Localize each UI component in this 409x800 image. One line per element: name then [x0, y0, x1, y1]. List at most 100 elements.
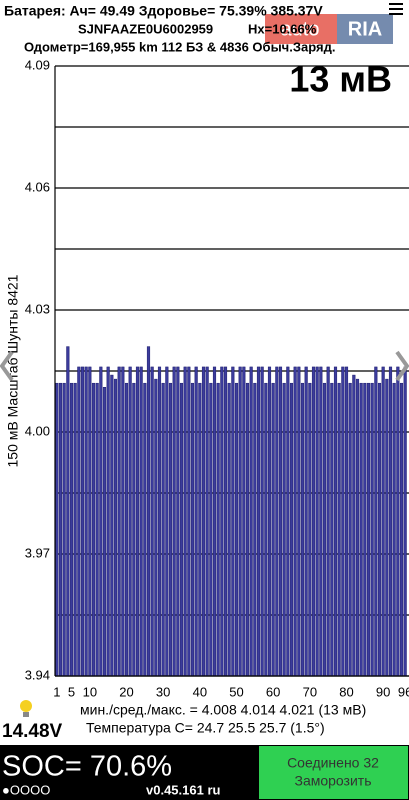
bar	[282, 382, 286, 677]
bar	[190, 382, 195, 677]
voltage: 14.48V	[2, 721, 63, 742]
x-tick-label: 50	[229, 684, 243, 699]
bar	[183, 366, 187, 677]
bar	[381, 366, 385, 677]
watermark-text: RIA	[348, 18, 382, 40]
bar	[117, 366, 121, 677]
x-tick-label: 5	[68, 684, 75, 699]
bar	[132, 382, 136, 677]
connected: Соединено 32	[287, 755, 379, 771]
bar	[385, 378, 389, 677]
plot-area: 3.94 3.97 4.00 4.03 4.06 4.09 1 5 10 20 30 40 50 60 70…	[25, 57, 409, 699]
bar	[161, 382, 165, 677]
bar	[205, 366, 209, 677]
soc: SOC= 70.6%	[2, 751, 172, 783]
bar	[359, 382, 363, 677]
bar	[91, 382, 96, 677]
bar	[392, 382, 396, 677]
bar	[311, 366, 316, 677]
bar	[315, 366, 319, 677]
bar	[194, 366, 198, 677]
x-tick-label: 1	[53, 684, 60, 699]
y-tick-label: 4.09	[25, 57, 50, 72]
bar	[220, 366, 224, 677]
bar	[300, 382, 305, 677]
bar	[179, 382, 184, 677]
bar	[322, 382, 327, 677]
bar	[165, 366, 169, 677]
bar	[352, 374, 356, 677]
bar	[198, 382, 202, 677]
bar	[187, 366, 191, 677]
dots: ●OOOO	[2, 782, 50, 797]
bar	[363, 382, 367, 677]
bar	[113, 378, 118, 677]
bar	[216, 382, 220, 677]
bar	[157, 366, 162, 677]
bar	[77, 366, 81, 677]
bar	[355, 378, 360, 677]
temperature: Температура С= 24.7 25.5 25.7 (1.5°)	[86, 720, 325, 736]
menu-icon[interactable]	[389, 3, 403, 15]
bar	[289, 382, 294, 677]
x-tick-label: 96	[398, 684, 409, 699]
bar	[399, 382, 404, 677]
bar	[278, 366, 283, 677]
x-tick-label: 40	[193, 684, 207, 699]
bar	[366, 382, 371, 677]
bar	[212, 366, 217, 677]
bar	[271, 382, 275, 677]
bar	[260, 366, 264, 677]
y-tick-label: 4.03	[25, 301, 50, 316]
connect-button[interactable]	[258, 745, 409, 800]
bar	[168, 382, 173, 677]
odometer: Одометр=169,955 km 112 БЗ & 4836 Обыч.За…	[24, 39, 335, 54]
bar	[172, 366, 176, 677]
bar	[150, 366, 154, 677]
bar	[344, 366, 349, 677]
bar	[88, 366, 92, 677]
bar	[80, 366, 85, 677]
bar	[201, 366, 206, 677]
bulb-icon-base	[23, 712, 29, 717]
bar	[62, 382, 66, 677]
bar	[121, 366, 125, 677]
bar	[333, 366, 338, 677]
bar	[245, 382, 250, 677]
bar	[249, 366, 253, 677]
bar	[69, 382, 74, 677]
spread: 13 мВ	[289, 59, 392, 100]
vin: SJNFAAZE0U6002959	[78, 21, 213, 36]
bar	[135, 366, 140, 677]
bar	[256, 366, 261, 677]
bar	[330, 382, 334, 677]
bar	[253, 382, 257, 677]
bar	[319, 366, 323, 677]
y-tick-label: 4.00	[25, 423, 50, 438]
nav-left[interactable]	[0, 350, 14, 382]
bar	[286, 366, 290, 677]
freeze: Заморозить	[294, 773, 371, 789]
bar	[143, 382, 147, 677]
bar	[95, 382, 99, 677]
bar	[297, 366, 301, 677]
bar	[377, 382, 382, 677]
bar	[223, 366, 228, 677]
watermark-text: auto	[281, 18, 320, 40]
bar	[326, 366, 330, 677]
watermark-box	[337, 14, 393, 44]
bar	[396, 366, 400, 677]
x-tick-label: 10	[83, 684, 97, 699]
bar	[73, 382, 77, 677]
y-tick-label: 4.06	[25, 179, 50, 194]
bar	[209, 382, 213, 677]
x-tick-label: 60	[266, 684, 280, 699]
bar	[154, 378, 158, 677]
bar	[374, 366, 378, 677]
bar	[370, 382, 374, 677]
version: v0.45.161 ru	[146, 782, 221, 797]
bar	[55, 382, 59, 677]
bar	[128, 366, 132, 677]
nav-right[interactable]	[395, 350, 409, 382]
